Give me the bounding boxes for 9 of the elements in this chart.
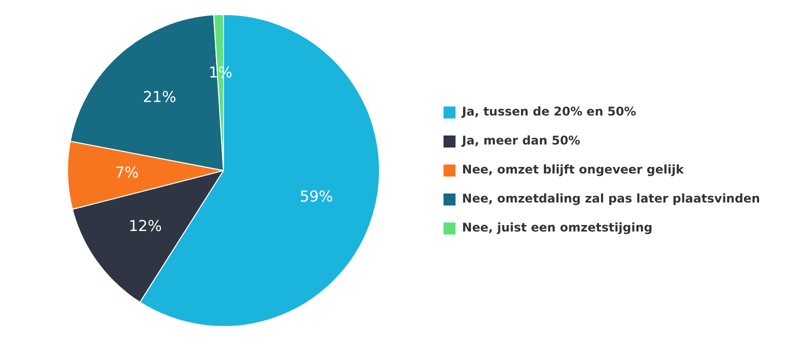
data-label: 21% [142,88,176,106]
legend-label: Nee, omzetdaling zal pas later plaatsvinden [462,192,760,206]
legend-label: Ja, meer dan 50% [461,134,580,148]
legend-label: Ja, tussen de 20% en 50% [461,104,636,119]
data-label: 12% [128,217,162,236]
data-label: 59% [300,187,334,206]
legend-label: Nee, omzet blijft ongeveer gelijk [462,162,685,177]
legend-label: Nee, juist een omzetstijging [462,220,652,235]
data-label: 7% [114,163,139,182]
